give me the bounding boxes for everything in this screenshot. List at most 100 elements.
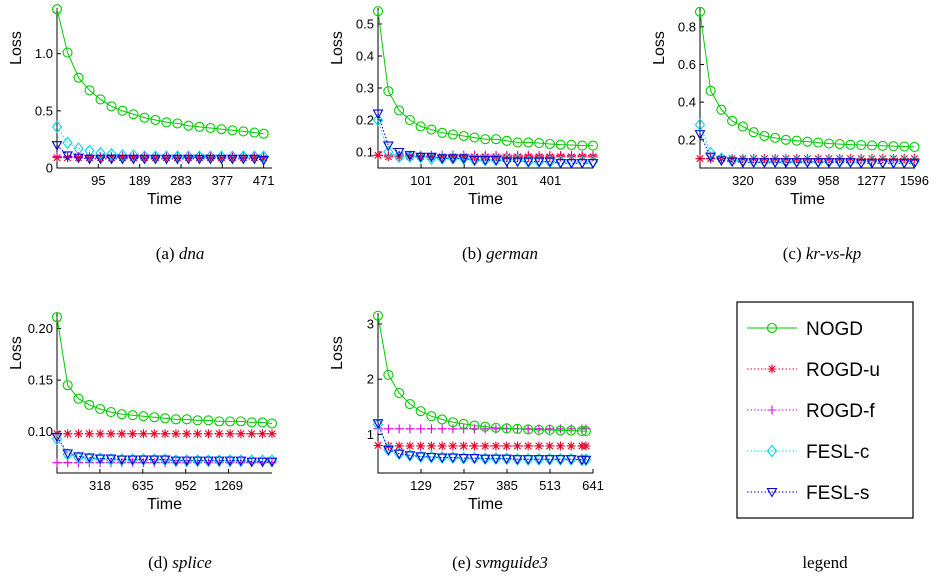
point-fesl-s bbox=[823, 158, 835, 168]
x-tick-label: 377 bbox=[211, 173, 233, 188]
point-fesl-s bbox=[95, 154, 106, 165]
point-rogd-u bbox=[128, 429, 138, 439]
point-rogd-u bbox=[448, 441, 458, 451]
caption-dataset: dna bbox=[179, 244, 205, 263]
point-nogd bbox=[372, 6, 384, 17]
caption-svmguide3: (e) svmguide3 bbox=[452, 553, 548, 572]
point-rogd-f bbox=[416, 424, 426, 434]
point-fesl-s bbox=[801, 158, 813, 168]
point-rogd-u bbox=[183, 153, 193, 163]
point-fesl-s bbox=[105, 454, 117, 465]
legend-label: ROGD-f bbox=[806, 401, 875, 422]
point-nogd bbox=[580, 426, 591, 437]
point-nogd bbox=[194, 121, 205, 132]
point-fesl-c bbox=[106, 147, 117, 161]
y-tick-label: 0.5 bbox=[35, 103, 53, 118]
point-fesl-s bbox=[62, 151, 73, 162]
point-rogd-u bbox=[182, 429, 192, 439]
x-tick-label: 385 bbox=[496, 478, 518, 493]
point-fesl-s bbox=[834, 158, 846, 168]
point-rogd-u bbox=[63, 429, 73, 439]
y-axis-label: Loss bbox=[329, 336, 346, 370]
point-fesl-c bbox=[194, 150, 205, 163]
point-rogd-f bbox=[426, 424, 436, 434]
point-nogd bbox=[372, 310, 384, 321]
point-nogd bbox=[694, 6, 706, 17]
point-rogd-u bbox=[96, 153, 106, 163]
point-nogd bbox=[856, 139, 867, 151]
point-nogd bbox=[480, 134, 491, 145]
point-nogd bbox=[523, 137, 534, 148]
point-fesl-s bbox=[512, 157, 524, 168]
y-tick-label: 0.6 bbox=[678, 57, 696, 72]
point-fesl-s bbox=[866, 159, 878, 169]
point-nogd bbox=[544, 424, 555, 436]
chart-german: 0.1 0.2 0.3 0.4 0.5 101 201 301 401 Time Loss (b) g… bbox=[329, 6, 599, 263]
point-rogd-u bbox=[95, 429, 105, 439]
point-nogd bbox=[469, 132, 480, 143]
point-rogd-u bbox=[205, 153, 215, 163]
point-rogd-u bbox=[259, 153, 269, 163]
point-rogd-u bbox=[394, 441, 404, 451]
point-nogd bbox=[225, 416, 236, 427]
point-rogd-u bbox=[267, 429, 277, 439]
point-nogd bbox=[106, 101, 117, 112]
point-rogd-u bbox=[160, 429, 170, 439]
point-nogd bbox=[73, 72, 84, 83]
caption-splice: (d) splice bbox=[148, 553, 212, 572]
point-fesl-s bbox=[62, 449, 74, 460]
caption-dataset: svmguide3 bbox=[475, 553, 548, 572]
point-nogd bbox=[203, 415, 214, 426]
point-fesl-s bbox=[522, 455, 534, 465]
point-fesl-s bbox=[237, 154, 249, 165]
point-rogd-f bbox=[437, 424, 447, 434]
y-tick-label: 0.4 bbox=[678, 95, 696, 110]
point-nogd bbox=[780, 134, 791, 145]
point-fesl-s bbox=[415, 452, 427, 463]
point-rogd-u bbox=[373, 440, 383, 450]
line-fesl-c bbox=[56, 438, 272, 462]
legend-entry-nogd: NOGD bbox=[747, 319, 863, 340]
point-fesl-s bbox=[425, 452, 437, 463]
point-fesl-s bbox=[888, 159, 899, 169]
point-nogd bbox=[62, 380, 73, 391]
point-nogd bbox=[258, 128, 269, 139]
point-fesl-s bbox=[94, 454, 106, 465]
point-nogd bbox=[490, 422, 501, 433]
y-tick-label: 0.4 bbox=[356, 49, 374, 64]
point-nogd bbox=[512, 423, 523, 434]
legend-box bbox=[736, 301, 914, 519]
point-fesl-c bbox=[150, 150, 161, 163]
line-nogd bbox=[56, 9, 264, 135]
point-nogd bbox=[845, 139, 856, 150]
point-rogd-u bbox=[129, 153, 139, 163]
y-tick-label: 0.2 bbox=[356, 113, 374, 128]
point-nogd bbox=[105, 407, 117, 418]
caption-dna: (a) dna bbox=[156, 244, 205, 263]
point-fesl-s bbox=[715, 156, 727, 167]
point-fesl-c bbox=[393, 150, 405, 164]
point-fesl-s bbox=[580, 455, 592, 466]
point-nogd bbox=[95, 403, 106, 415]
point-nogd bbox=[149, 412, 160, 423]
point-rogd-u bbox=[856, 154, 866, 164]
axes-splice bbox=[56, 313, 272, 474]
point-rogd-u bbox=[448, 152, 458, 162]
point-fesl-s bbox=[458, 454, 470, 464]
x-tick-label: 95 bbox=[91, 173, 105, 188]
point-fesl-s bbox=[533, 157, 545, 168]
point-fesl-s bbox=[372, 109, 384, 120]
point-fesl-s bbox=[106, 154, 117, 165]
caption-prefix: (d) bbox=[148, 553, 172, 572]
point-nogd bbox=[512, 137, 523, 148]
point-nogd bbox=[181, 414, 192, 425]
point-nogd bbox=[205, 122, 216, 134]
point-fesl-s bbox=[128, 154, 139, 165]
point-nogd bbox=[257, 417, 268, 428]
point-nogd bbox=[566, 425, 577, 436]
x-tick-label: 641 bbox=[582, 478, 604, 493]
point-fesl-s bbox=[73, 153, 84, 164]
point-fesl-s bbox=[159, 455, 171, 466]
x-tick-label: 958 bbox=[818, 173, 840, 188]
point-nogd bbox=[877, 140, 888, 151]
